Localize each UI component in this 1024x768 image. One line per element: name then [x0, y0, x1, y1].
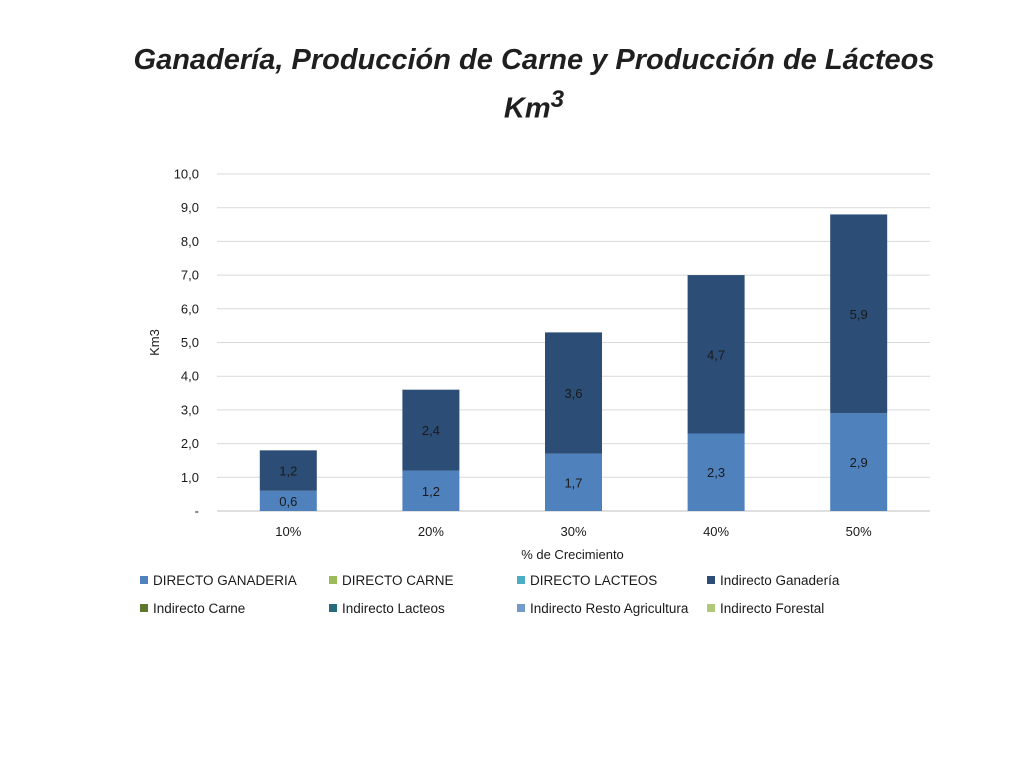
bar-segment — [687, 275, 745, 434]
bar-segment — [259, 490, 317, 511]
y-tick-label: 2,0 — [181, 436, 199, 451]
chart-title-line1: Ganadería, Producción de Carne y Producc… — [133, 44, 935, 76]
legend-label: Indirecto Ganadería — [720, 572, 840, 588]
legend-label: Indirecto Resto Agricultura — [530, 600, 689, 616]
data-label: 4,7 — [707, 347, 725, 362]
legend-label: DIRECTO GANADERIA — [153, 572, 297, 588]
legend-label: DIRECTO CARNE — [342, 572, 454, 588]
legend-swatch — [140, 576, 148, 584]
x-tick-label: 30% — [560, 524, 586, 539]
data-label: 3,6 — [564, 386, 582, 401]
bar-segment — [830, 413, 888, 511]
legend-swatch — [329, 576, 337, 584]
x-tick-label: 20% — [418, 524, 444, 539]
bar-segment — [687, 433, 745, 511]
data-label: 1,2 — [422, 484, 440, 499]
x-tick-label: 10% — [275, 524, 301, 539]
data-label: 0,6 — [279, 494, 297, 509]
bar-segment — [402, 389, 460, 471]
legend-label: Indirecto Lacteos — [342, 600, 445, 616]
y-tick-label: 1,0 — [181, 470, 199, 485]
legend-label: DIRECTO LACTEOS — [530, 572, 658, 588]
y-tick-label: - — [195, 504, 199, 519]
legend-item: Indirecto Ganadería — [707, 571, 839, 589]
legend-swatch — [329, 604, 337, 612]
x-tick-label: 50% — [846, 524, 872, 539]
legend-label: Indirecto Forestal — [720, 600, 825, 616]
data-label: 2,4 — [422, 423, 440, 438]
chart-title-unit: Km — [503, 92, 551, 125]
legend-swatch — [517, 576, 525, 584]
bar-segment — [402, 470, 460, 511]
data-label: 1,7 — [564, 475, 582, 490]
y-tick-label: 5,0 — [181, 335, 199, 350]
y-tick-label: 6,0 — [181, 301, 199, 316]
legend-swatch — [140, 604, 148, 612]
legend-swatch — [517, 604, 525, 612]
legend-item: Indirecto Forestal — [707, 599, 824, 617]
legend-item: DIRECTO LACTEOS — [517, 571, 657, 589]
x-axis-label: % de Crecimiento — [521, 547, 624, 562]
y-tick-label: 7,0 — [181, 268, 199, 283]
legend-swatch — [707, 576, 715, 584]
data-label: 5,9 — [850, 307, 868, 322]
x-tick-label: 40% — [703, 524, 729, 539]
legend-swatch — [707, 604, 715, 612]
legend-item: Indirecto Resto Agricultura — [517, 599, 688, 617]
data-label: 2,9 — [850, 455, 868, 470]
bar-segment — [545, 453, 602, 511]
legend-item: Indirecto Lacteos — [329, 599, 445, 617]
bar-segment — [830, 214, 888, 414]
y-tick-label: 8,0 — [181, 234, 199, 249]
legend-item: DIRECTO CARNE — [329, 571, 454, 589]
chart-title-superscript: 3 — [550, 86, 565, 113]
bar-segment — [259, 450, 317, 491]
legend-item: Indirecto Carne — [140, 599, 245, 617]
y-tick-label: 3,0 — [181, 402, 199, 417]
chart-title-line2: Km3 — [0, 80, 1024, 129]
data-label: 2,3 — [707, 465, 725, 480]
y-tick-label: 10,0 — [174, 167, 199, 182]
legend-item: DIRECTO GANADERIA — [140, 571, 297, 589]
legend-label: Indirecto Carne — [153, 600, 246, 616]
chart-title: Ganadería, Producción de Carne y Producc… — [0, 40, 1024, 129]
y-tick-label: 4,0 — [181, 369, 199, 384]
data-label: 1,2 — [279, 464, 297, 479]
y-tick-label: 9,0 — [181, 200, 199, 215]
bar-segment — [545, 332, 602, 454]
y-axis-label: Km3 — [147, 329, 162, 356]
